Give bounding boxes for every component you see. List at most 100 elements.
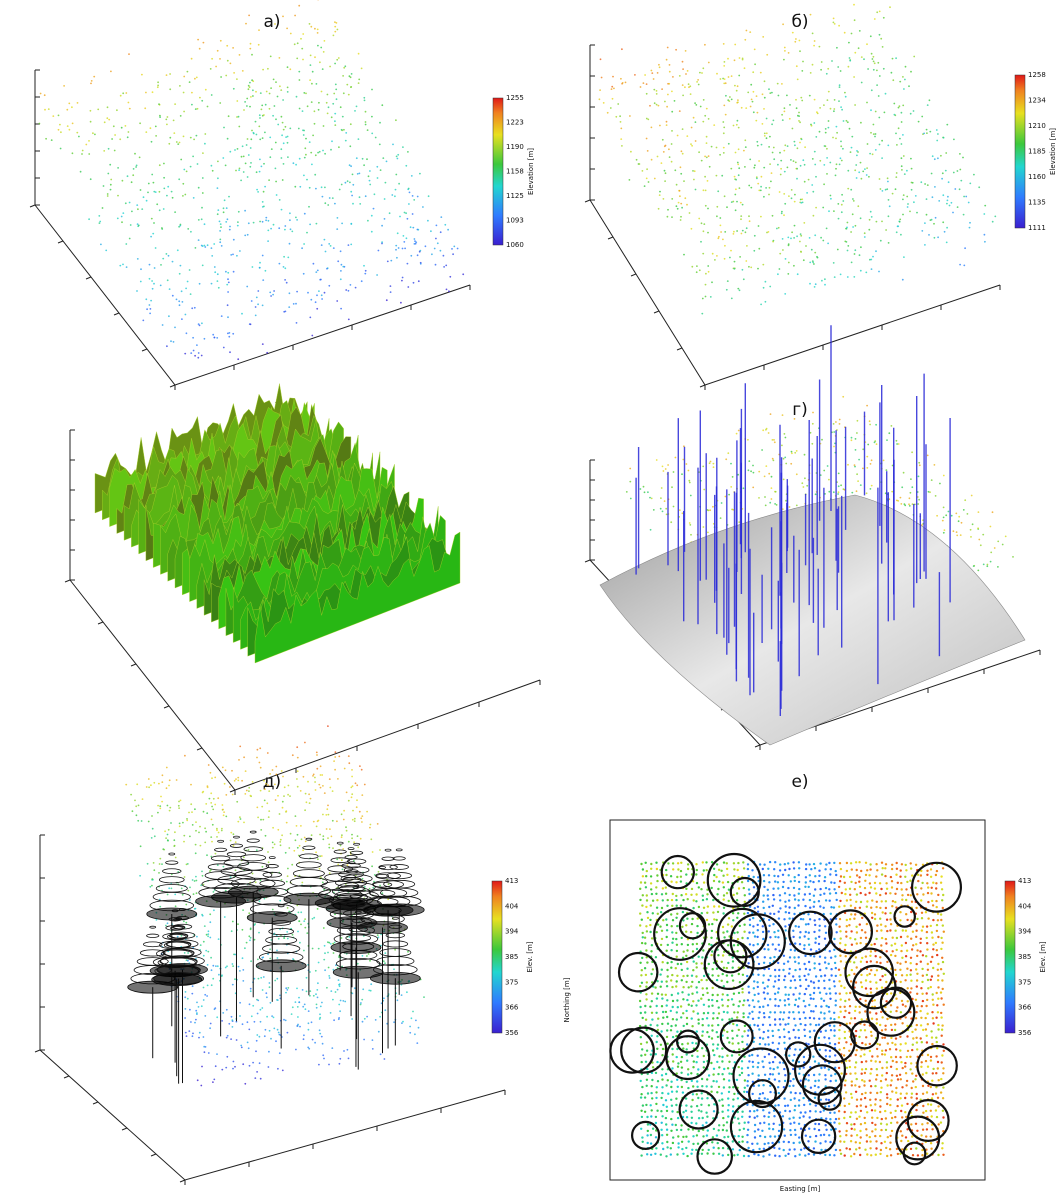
cone-ring bbox=[331, 942, 381, 954]
point bbox=[737, 938, 739, 940]
point bbox=[787, 273, 789, 275]
point bbox=[662, 466, 664, 468]
point bbox=[667, 1093, 669, 1095]
point bbox=[375, 1019, 377, 1021]
point bbox=[340, 270, 342, 272]
point bbox=[736, 201, 738, 203]
point bbox=[249, 939, 251, 941]
point bbox=[366, 1016, 368, 1018]
point bbox=[644, 942, 646, 944]
point bbox=[878, 117, 880, 119]
point bbox=[651, 1085, 653, 1087]
point bbox=[723, 1124, 725, 1126]
point bbox=[743, 1030, 745, 1032]
point bbox=[716, 1047, 718, 1049]
point bbox=[770, 413, 772, 415]
point bbox=[706, 1097, 708, 1099]
point bbox=[690, 894, 692, 896]
point bbox=[747, 962, 749, 964]
point bbox=[840, 141, 842, 143]
point bbox=[659, 191, 661, 193]
point bbox=[827, 465, 829, 467]
point bbox=[717, 190, 719, 192]
point bbox=[256, 1071, 258, 1073]
point bbox=[617, 103, 619, 105]
point bbox=[350, 244, 352, 246]
point bbox=[956, 535, 958, 537]
point bbox=[268, 810, 270, 812]
point bbox=[650, 888, 652, 890]
point bbox=[169, 962, 171, 964]
point bbox=[132, 810, 134, 812]
point bbox=[256, 1034, 258, 1036]
point bbox=[300, 38, 302, 40]
point bbox=[206, 995, 208, 997]
point bbox=[708, 271, 710, 273]
point bbox=[362, 158, 364, 160]
point bbox=[266, 996, 268, 998]
point bbox=[728, 494, 730, 496]
point bbox=[700, 1104, 702, 1106]
point bbox=[740, 215, 742, 217]
point bbox=[746, 227, 748, 229]
point bbox=[252, 95, 254, 97]
point bbox=[964, 499, 966, 501]
cone-ring bbox=[147, 908, 197, 920]
point bbox=[261, 109, 263, 111]
point bbox=[139, 157, 141, 159]
point bbox=[876, 221, 878, 223]
point bbox=[221, 828, 223, 830]
point bbox=[732, 1037, 734, 1039]
point bbox=[284, 279, 286, 281]
point bbox=[378, 1031, 380, 1033]
point bbox=[297, 834, 299, 836]
axis-tick bbox=[631, 274, 636, 276]
point bbox=[676, 1056, 678, 1058]
point bbox=[226, 1037, 228, 1039]
point bbox=[656, 907, 658, 909]
point bbox=[274, 105, 276, 107]
point bbox=[410, 255, 412, 257]
point bbox=[259, 114, 261, 116]
cone-ring bbox=[266, 936, 297, 944]
point bbox=[362, 878, 364, 880]
point bbox=[682, 1047, 684, 1049]
point bbox=[184, 353, 186, 355]
point bbox=[786, 95, 788, 97]
point bbox=[318, 1064, 320, 1066]
point bbox=[183, 136, 185, 138]
axis-line bbox=[590, 45, 1000, 385]
point bbox=[93, 76, 95, 78]
point bbox=[217, 50, 219, 52]
point bbox=[892, 79, 894, 81]
point bbox=[239, 168, 241, 170]
point bbox=[288, 847, 290, 849]
point bbox=[738, 887, 740, 889]
point bbox=[712, 987, 714, 989]
cone-ring bbox=[196, 895, 246, 907]
point bbox=[665, 145, 667, 147]
point bbox=[139, 122, 141, 124]
point bbox=[323, 51, 325, 53]
point bbox=[774, 503, 776, 505]
point bbox=[327, 837, 329, 839]
point bbox=[681, 1056, 683, 1058]
point bbox=[310, 798, 312, 800]
point bbox=[706, 1152, 708, 1154]
point bbox=[742, 861, 744, 863]
point bbox=[322, 68, 324, 70]
point bbox=[161, 801, 163, 803]
axis-tick bbox=[164, 706, 169, 708]
point bbox=[687, 1042, 689, 1044]
point bbox=[666, 1029, 668, 1031]
point bbox=[675, 985, 677, 987]
point bbox=[856, 150, 858, 152]
point bbox=[747, 92, 749, 94]
point bbox=[924, 222, 926, 224]
point bbox=[319, 855, 321, 857]
point bbox=[204, 338, 206, 340]
point bbox=[640, 1054, 642, 1056]
point bbox=[743, 278, 745, 280]
point bbox=[216, 1016, 218, 1018]
point bbox=[190, 231, 192, 233]
